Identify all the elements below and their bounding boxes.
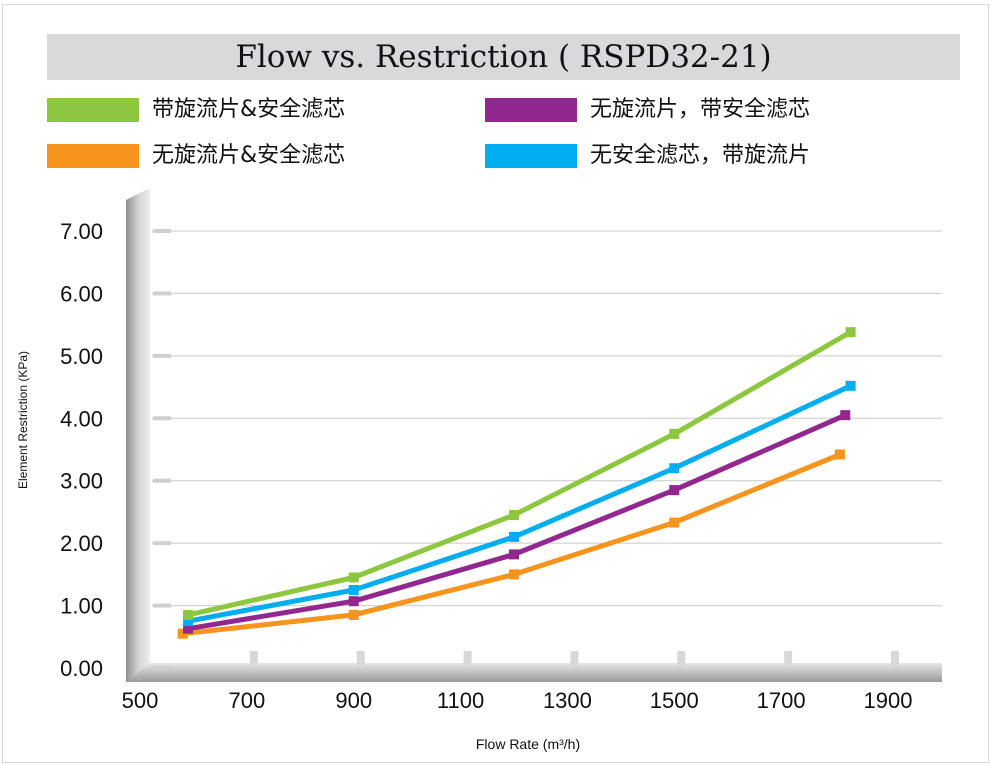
x-tick-label: 1300: [543, 688, 592, 713]
y-tick-label: 5.00: [60, 344, 103, 369]
legend-label-orange: 无旋流片&安全滤芯: [152, 143, 346, 168]
x-tick-label: 1700: [757, 688, 806, 713]
data-point: [840, 410, 851, 421]
x-tick-label: 700: [228, 688, 265, 713]
y-tick-label: 7.00: [60, 219, 103, 244]
x-axis-floor: [126, 663, 942, 682]
y-tick-mark: [153, 666, 171, 670]
data-point: [183, 623, 194, 634]
y-tick-label: 1.00: [60, 594, 103, 619]
x-axis-title: Flow Rate (m³/h): [476, 736, 580, 752]
legend-swatch-orange: [47, 144, 139, 168]
y-tick-mark: [153, 541, 171, 546]
data-point: [183, 609, 194, 620]
y-tick-mark: [153, 478, 171, 483]
series-line: [180, 452, 843, 637]
y-axis-title: Element Restriction (KPa): [16, 351, 30, 489]
data-point: [348, 572, 359, 583]
legend-label-blue: 无安全滤芯，带旋流片: [590, 143, 811, 168]
x-tick-label: 900: [335, 688, 372, 713]
legend-item-orange: 无旋流片&安全滤芯: [47, 142, 447, 170]
y-tick-label: 0.00: [60, 656, 103, 681]
x-tick-mark: [891, 651, 899, 665]
x-tick-mark: [677, 651, 686, 665]
data-point: [845, 327, 856, 338]
legend-item-purple: 无旋流片，带安全滤芯: [485, 96, 925, 124]
legend-label-purple: 无旋流片，带安全滤芯: [590, 97, 811, 122]
y-tick-mark: [153, 291, 171, 296]
x-tick-mark: [784, 651, 793, 665]
chart-frame: [2, 4, 989, 763]
legend-label-green: 带旋流片&安全滤芯: [152, 97, 346, 122]
legend-swatch-purple: [485, 98, 577, 122]
y-tick-mark: [153, 416, 171, 421]
legend-item-green: 带旋流片&安全滤芯: [47, 96, 447, 124]
x-tick-mark: [249, 651, 258, 665]
legend-item-blue: 无安全滤芯，带旋流片: [485, 142, 925, 170]
legend-swatch-green: [47, 98, 139, 122]
data-point: [509, 549, 519, 560]
data-point: [348, 609, 359, 620]
x-tick-mark: [356, 651, 365, 665]
x-tick-mark: [463, 651, 472, 665]
x-tick-mark: [570, 651, 579, 665]
y-tick-label: 6.00: [60, 281, 103, 306]
y-tick-label: 2.00: [60, 531, 103, 556]
x-tick-label: 1100: [437, 688, 484, 713]
y-tick-label: 4.00: [60, 406, 103, 431]
data-point: [348, 596, 359, 607]
y-tick-mark: [153, 603, 171, 608]
data-point: [509, 569, 519, 580]
data-point: [509, 531, 519, 542]
data-point: [669, 428, 680, 439]
y-tick-mark: [153, 353, 171, 358]
x-tick-label: 1500: [650, 688, 699, 713]
data-point: [669, 517, 680, 528]
data-point: [177, 628, 188, 639]
legend-swatch-blue: [485, 144, 577, 168]
data-point: [834, 449, 845, 460]
data-point: [183, 616, 194, 627]
x-tick-label: 500: [122, 688, 159, 713]
data-point: [509, 510, 519, 521]
x-tick-label: 1900: [864, 688, 913, 713]
data-point: [348, 584, 359, 595]
data-point: [669, 463, 680, 474]
series-line: [185, 412, 848, 632]
series-line: [185, 383, 854, 624]
y-tick-label: 3.00: [60, 469, 103, 494]
y-axis-wall: [126, 188, 150, 682]
data-point: [845, 380, 856, 391]
data-point: [669, 485, 680, 496]
title-bar: Flow vs. Restriction ( RSPD32-21): [47, 34, 960, 80]
y-tick-mark: [153, 229, 171, 233]
chart-title: Flow vs. Restriction ( RSPD32-21): [235, 39, 772, 75]
